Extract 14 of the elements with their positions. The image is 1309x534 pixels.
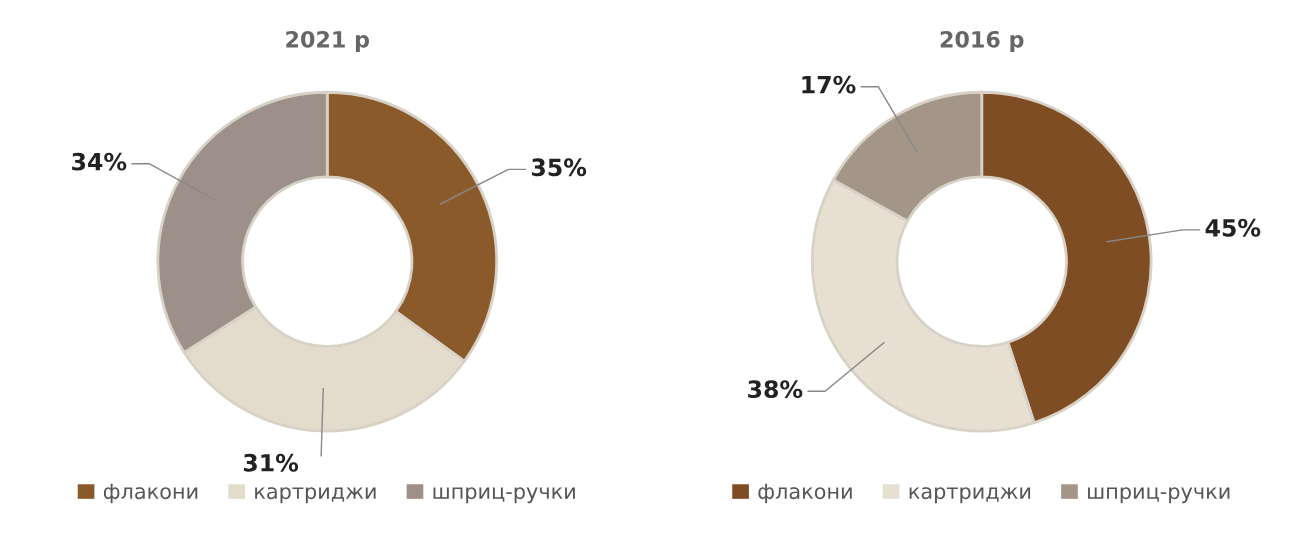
legend-label: флакони bbox=[758, 483, 852, 504]
data-label: 45% bbox=[1205, 218, 1261, 237]
data-label: 38% bbox=[748, 380, 803, 399]
chart-title: 2016 р bbox=[940, 30, 1024, 53]
chart-title: 2021 р bbox=[286, 30, 369, 53]
legend-label: картриджи bbox=[255, 487, 376, 504]
data-label: 35% bbox=[531, 158, 587, 177]
data-label: 31% bbox=[243, 453, 299, 472]
data-label: 17% bbox=[802, 75, 856, 94]
legend-label: шприц-ручки bbox=[1088, 487, 1230, 504]
legend-label: картриджи bbox=[909, 487, 1031, 504]
legend-label: шприц-ручки bbox=[433, 487, 575, 504]
legend-label: флакони bbox=[103, 483, 198, 504]
data-label: 34% bbox=[72, 152, 127, 171]
